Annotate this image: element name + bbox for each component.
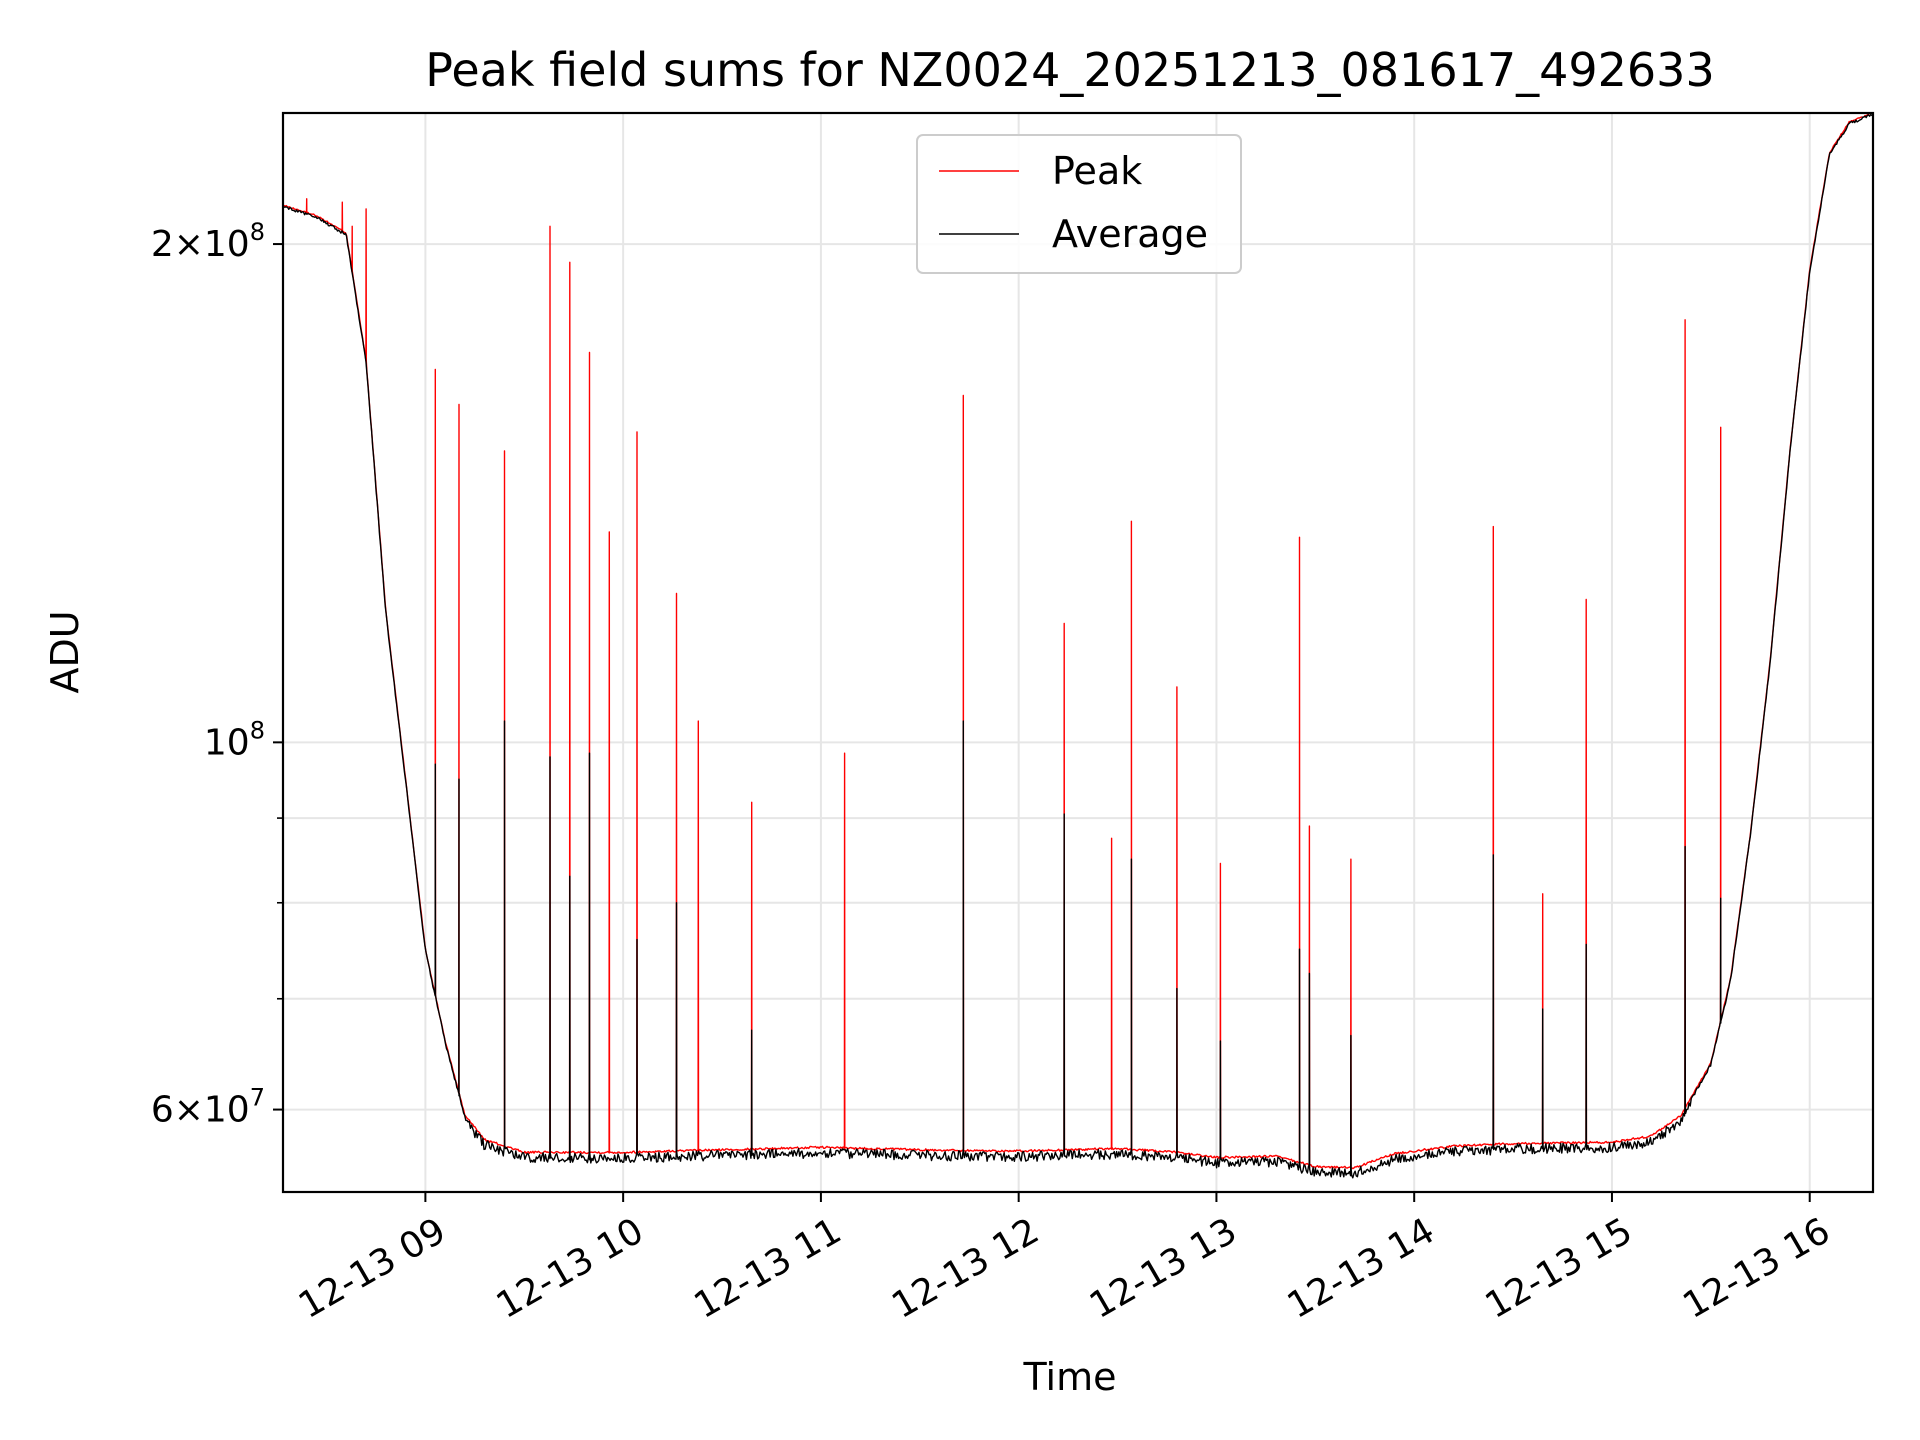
y-tick-label: 108 — [204, 716, 265, 763]
series-line-average — [282, 113, 1874, 1179]
legend-box — [916, 134, 1242, 274]
x-axis-label: Time — [1023, 1355, 1117, 1399]
legend-label-peak: Peak — [1052, 149, 1142, 193]
y-tick-label: 6×107 — [151, 1084, 265, 1131]
plot-frame — [281, 111, 1875, 1194]
y-tick-label: 2×108 — [151, 218, 265, 265]
series-layer — [282, 112, 1874, 1179]
legend-label-average: Average — [1052, 212, 1208, 256]
y-axis-label: ADU — [43, 610, 87, 693]
chart-title: Peak field sums for NZ0024_20251213_0816… — [425, 43, 1714, 97]
legend[interactable]: Peak Average — [916, 134, 1242, 274]
